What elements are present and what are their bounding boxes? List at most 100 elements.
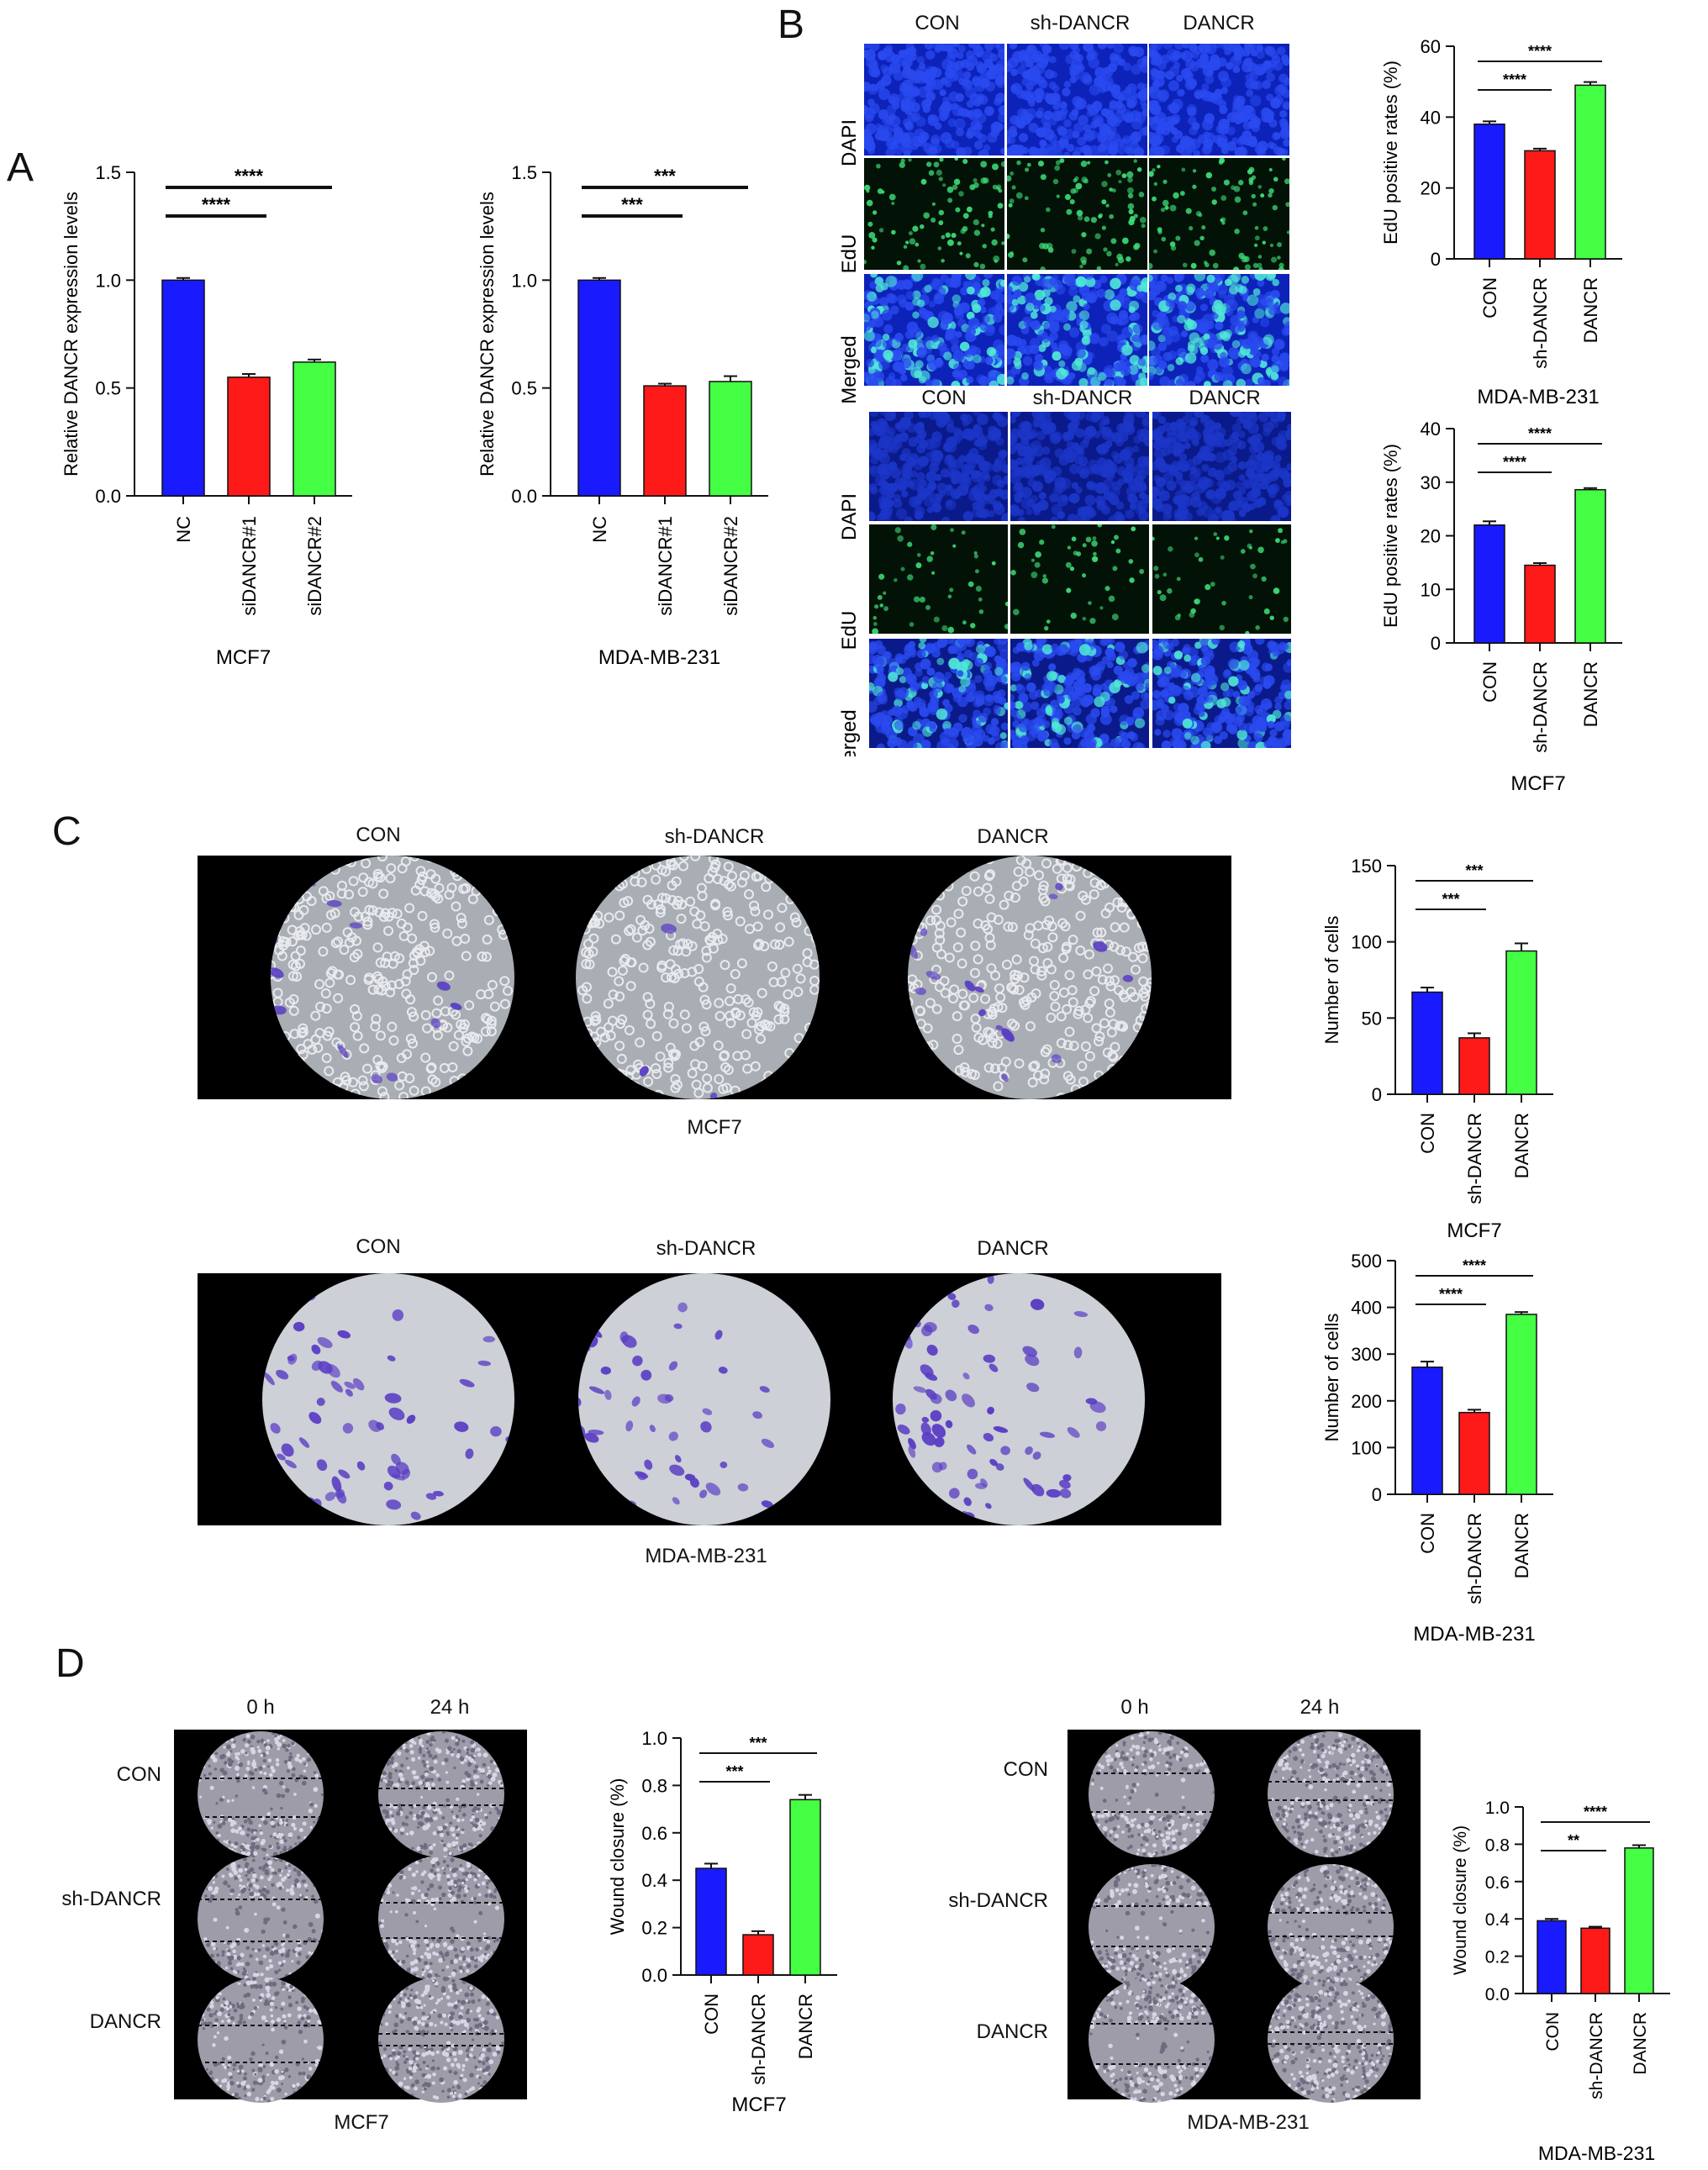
micrograph-edu xyxy=(869,524,1008,634)
x-tick-label: DANCR xyxy=(1511,1113,1532,1178)
c-col-con: CON xyxy=(356,824,401,846)
c-caption-mcf7: MCF7 xyxy=(687,1116,742,1139)
d-row-con-2: CON xyxy=(1003,1758,1048,1781)
chart-caption: MCF7 xyxy=(731,2094,786,2116)
d-caption-mcf7: MCF7 xyxy=(334,2111,389,2134)
wound-mda-dancr-24h xyxy=(1268,1977,1394,2103)
c-col-dancr-2: DANCR xyxy=(977,1237,1049,1260)
d-row-sh: sh-DANCR xyxy=(61,1888,161,1910)
b-row-dapi-1: DAPI xyxy=(838,119,861,166)
bar-con xyxy=(695,1867,727,1976)
x-tick-label: CON xyxy=(701,1994,722,2035)
c-col-sh-2: sh-DANCR xyxy=(656,1237,756,1260)
y-tick-label: 0.0 xyxy=(1485,1985,1510,2004)
micrograph-merged xyxy=(1010,639,1149,748)
y-tick-label: 0.0 xyxy=(511,486,537,507)
wound-mcf7-con-0h xyxy=(198,1731,324,1857)
b-col-con: CON xyxy=(915,12,960,34)
chart-caption: MCF7 xyxy=(216,646,271,669)
chart-caption: MCF7 xyxy=(1447,1219,1501,1242)
y-tick-label: 0 xyxy=(1431,633,1441,654)
micrograph-edu xyxy=(1152,524,1291,634)
micrograph-merged xyxy=(1149,274,1289,386)
y-tick-label: 1.5 xyxy=(511,162,537,183)
y-tick-label: 1.0 xyxy=(95,270,121,291)
x-tick-label: sh-DANCR xyxy=(1464,1513,1485,1604)
chart-a2: 0.0 0.5 1.0 1.5 Relative DANCR expression le… xyxy=(477,162,768,669)
bar-nc xyxy=(161,279,205,497)
wound-mda-sh-24h xyxy=(1268,1864,1394,1990)
y-tick-label: 20 xyxy=(1421,526,1441,547)
y-tick-label: 1.0 xyxy=(511,270,537,291)
bar-sidancr-2 xyxy=(293,361,336,497)
x-tick-label: NC xyxy=(589,516,610,543)
dish-mcf7-sh xyxy=(576,856,820,1099)
chart-caption: MDA-MB-231 xyxy=(598,646,720,669)
significance-stars: **** xyxy=(1503,454,1526,471)
y-tick-label: 0.6 xyxy=(641,1823,667,1844)
wound-mda-con-0h xyxy=(1089,1731,1215,1857)
y-tick-label: 0 xyxy=(1372,1084,1382,1105)
dish-mcf7-con xyxy=(271,856,514,1099)
micrograph-merged xyxy=(1152,639,1291,748)
y-tick-label: 0.2 xyxy=(641,1918,667,1939)
y-tick-label: 300 xyxy=(1351,1344,1382,1365)
d-time-24h-2: 24 h xyxy=(1299,1696,1340,1719)
chart-b1: 0 20 40 60 EdU positive rates (%) CON sh-DANCR… xyxy=(1380,36,1622,408)
y-axis-label: Wound closure (%) xyxy=(1451,1825,1470,1975)
y-tick-label: 40 xyxy=(1421,419,1441,440)
panel-label-a: A xyxy=(7,145,34,190)
bar-sidancr-2 xyxy=(709,381,752,497)
micrograph-merged xyxy=(864,274,1004,386)
x-tick-label: CON xyxy=(1543,2012,1563,2051)
y-tick-label: 1.5 xyxy=(95,162,121,183)
panel-label-c: C xyxy=(52,809,82,854)
b-row-dapi-2: DAPI xyxy=(838,493,861,540)
significance-stars: *** xyxy=(621,194,643,215)
y-tick-label: 1.0 xyxy=(1485,1799,1510,1818)
chart-c2: 0 100 200 300 400 500 Number of cells CON sh-DAN… xyxy=(1321,1252,1553,1646)
bar-con xyxy=(1411,1367,1443,1495)
micrograph-edu xyxy=(1007,158,1147,270)
b-row-labels: DAPI EdU Merged DAPI EdU Merged xyxy=(838,119,861,756)
x-tick-label: siDANCR#2 xyxy=(304,516,325,616)
y-tick-label: 100 xyxy=(1351,932,1382,953)
significance-stars: **** xyxy=(1584,1804,1607,1820)
y-tick-label: 0.0 xyxy=(641,1965,667,1986)
dish-mda-dancr xyxy=(893,1273,1145,1525)
y-axis-label: EdU positive rates (%) xyxy=(1380,444,1401,628)
x-tick-label: CON xyxy=(1417,1113,1438,1154)
d-row-dancr: DANCR xyxy=(89,2010,161,2033)
micrograph-dapi xyxy=(864,44,1004,155)
significance-stars: **** xyxy=(235,166,264,187)
bar-con xyxy=(1411,991,1443,1095)
significance-stars: *** xyxy=(725,1763,743,1780)
bar-sidancr-1 xyxy=(227,377,271,497)
x-tick-label: NC xyxy=(173,516,194,543)
wound-mcf7-sh-0h xyxy=(198,1856,324,1982)
chart-d1: 0.0 0.2 0.4 0.6 0.8 1.0 Wound closure (%) CON sh… xyxy=(607,1731,837,2116)
panel-label-d: D xyxy=(55,1641,85,1686)
micrograph-dapi xyxy=(1010,412,1149,521)
x-tick-label: siDANCR#1 xyxy=(239,516,260,616)
micrograph-dapi xyxy=(1149,44,1289,155)
chart-c1: 0 50 100 150 Number of cells CON sh-DANCR DANCR… xyxy=(1321,856,1553,1242)
c-col-sh: sh-DANCR xyxy=(664,825,765,848)
bar-dancr xyxy=(1505,1314,1537,1495)
bar-con xyxy=(1473,124,1505,260)
y-axis-label: Relative DANCR expression levels xyxy=(477,192,498,477)
y-tick-label: 20 xyxy=(1421,178,1441,199)
y-tick-label: 40 xyxy=(1421,107,1441,128)
bar-dancr xyxy=(1624,1847,1654,1994)
x-tick-label: siDANCR#2 xyxy=(720,516,741,616)
chart-b2: 0 10 20 30 40 EdU positive rates (%) CON sh-DAN… xyxy=(1380,419,1622,795)
x-tick-label: DANCR xyxy=(1511,1513,1532,1578)
bar-sh-dancr xyxy=(1524,564,1556,644)
y-tick-label: 0 xyxy=(1372,1484,1382,1505)
wound-mda-con-24h xyxy=(1268,1731,1394,1857)
y-tick-label: 0.8 xyxy=(1485,1836,1510,1855)
b-col-dancr-2: DANCR xyxy=(1189,387,1261,409)
bar-sh-dancr xyxy=(742,1934,774,1976)
y-tick-label: 500 xyxy=(1351,1252,1382,1272)
wound-mda-dancr-0h xyxy=(1089,1977,1215,2103)
